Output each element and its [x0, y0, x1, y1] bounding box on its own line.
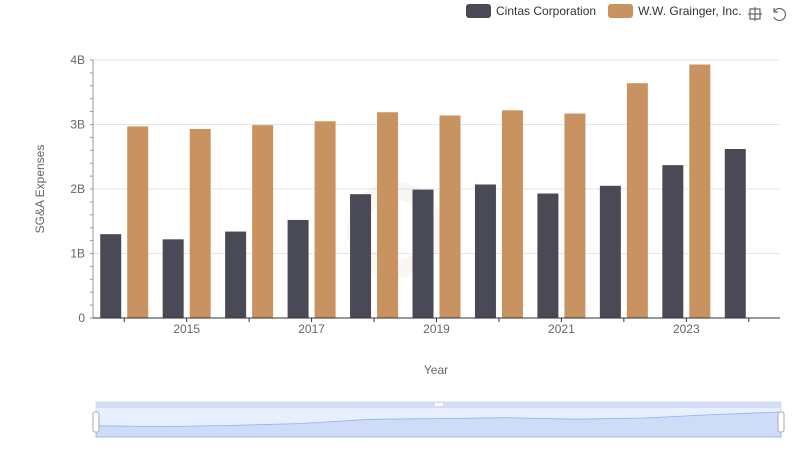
x-axis-title: Year [424, 363, 448, 377]
legend-swatch [466, 4, 491, 18]
legend-label: Cintas Corporation [496, 4, 597, 18]
y-tick-label: 2B [70, 182, 85, 196]
bar-cintas-2014 [100, 234, 122, 318]
y-tick-label: 3B [70, 118, 85, 132]
bar-grainger-2018 [377, 112, 399, 319]
legend-item-grainger[interactable]: W.W. Grainger, Inc. [608, 4, 741, 18]
bar-cintas-2018 [350, 194, 372, 318]
bar-cintas-2016 [225, 231, 247, 318]
bar-cintas-2022 [599, 185, 621, 318]
x-tick-label: 2017 [298, 322, 325, 336]
data-zoom-slider[interactable] [92, 401, 785, 438]
bar-grainger-2022 [626, 83, 648, 318]
bar-grainger-2016 [252, 125, 274, 319]
x-tick-label: 2019 [423, 322, 450, 336]
x-tick-label: 2023 [673, 322, 700, 336]
y-tick-label: 0 [78, 311, 85, 325]
x-tick-label: 2015 [173, 322, 200, 336]
bar-grainger-2014 [127, 126, 149, 318]
bar-grainger-2019 [439, 115, 461, 318]
y-tick-label: 1B [70, 247, 85, 261]
bar-grainger-2017 [314, 121, 336, 319]
legend-item-cintas[interactable]: Cintas Corporation [466, 4, 596, 18]
x-tick-label: 2021 [548, 322, 575, 336]
restore-icon[interactable] [770, 5, 788, 23]
y-tick-label: 4B [70, 53, 85, 67]
slider-move-handle [435, 403, 443, 406]
slider-left-handle[interactable] [92, 411, 100, 433]
toolbox [746, 5, 788, 23]
bar-cintas-2020 [474, 184, 496, 318]
bar-cintas-2015 [162, 239, 184, 318]
bar-grainger-2021 [564, 113, 586, 318]
bar-grainger-2020 [501, 110, 523, 318]
legend: Cintas Corporation W.W. Grainger, Inc. [466, 4, 753, 18]
bar-cintas-2017 [287, 219, 309, 318]
bar-cintas-2023 [662, 165, 684, 318]
bar-grainger-2015 [189, 129, 211, 318]
bars [100, 64, 746, 319]
y-axis-title: SG&A Expenses [33, 145, 47, 234]
bar-grainger-2023 [689, 64, 711, 318]
slider-preview [95, 411, 782, 438]
slider-right-handle[interactable] [777, 411, 785, 433]
axes: 0 1B 2B 3B 4B 2015 2017 2019 2021 2023 [70, 53, 780, 336]
legend-label: W.W. Grainger, Inc. [638, 4, 742, 18]
bar-cintas-2024 [724, 149, 746, 318]
legend-swatch [608, 4, 634, 18]
bar-cintas-2019 [412, 189, 434, 318]
zoom-icon[interactable] [746, 5, 764, 23]
bar-cintas-2021 [537, 193, 559, 318]
